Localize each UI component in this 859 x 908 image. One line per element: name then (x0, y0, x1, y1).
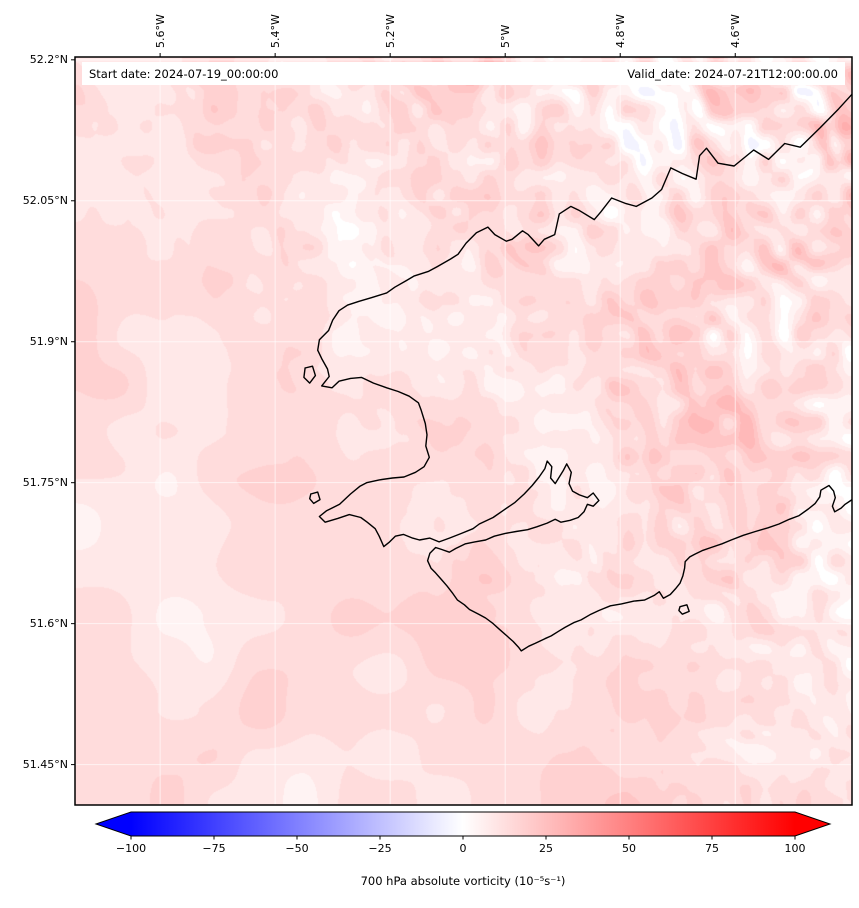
y-tick-label: 52.05°N (22, 193, 68, 207)
x-tick-label: 4.8°W (613, 14, 627, 48)
x-tick-label: 5°W (498, 24, 512, 48)
colorbar-tick-label: −100 (115, 842, 147, 855)
y-tick-label: 51.45°N (22, 757, 68, 771)
colorbar-tick-label: −50 (285, 842, 309, 855)
annotation-strip: Start date: 2024-07-19_00:00:00 Valid_da… (82, 62, 845, 85)
x-tick-label: 5.6°W (153, 14, 167, 48)
y-tick-label: 52.2°N (29, 52, 68, 66)
y-tick-label: 51.6°N (29, 616, 68, 630)
colorbar-tick-label: 25 (539, 842, 553, 855)
gridlines (75, 57, 852, 805)
x-tick-label: 5.4°W (268, 14, 282, 48)
y-tick-label: 51.9°N (29, 334, 68, 348)
start-date-label: Start date: 2024-07-19_00:00:00 (89, 66, 279, 81)
x-tick-label: 4.6°W (728, 14, 742, 48)
colorbar-tick-label: −25 (368, 842, 392, 855)
coastline (303, 93, 852, 652)
coastline-caldey-island (678, 604, 690, 615)
colorbar-tick-label: 0 (459, 842, 467, 855)
y-tick-label: 51.75°N (22, 475, 68, 489)
colorbar (94, 811, 832, 837)
axis-ticks (71, 53, 736, 766)
colorbar-ticks (130, 836, 796, 840)
coastline-mainland (317, 93, 852, 652)
colorbar-label: 700 hPa absolute vorticity (10⁻⁵s⁻¹) (360, 874, 566, 888)
colorbar-tick-label: −75 (202, 842, 226, 855)
colorbar-tick-label: 100 (784, 842, 806, 855)
valid-date-label: Valid_date: 2024-07-21T12:00:00.00 (627, 66, 838, 81)
x-tick-label: 5.2°W (383, 14, 397, 48)
colorbar-tick-label: 50 (622, 842, 636, 855)
coastline-ramsey-island (303, 365, 317, 384)
coastline-skomer-island (309, 491, 321, 505)
colorbar-tick-label: 75 (705, 842, 719, 855)
map-border (74, 56, 853, 806)
vorticity-field-canvas (75, 57, 852, 805)
